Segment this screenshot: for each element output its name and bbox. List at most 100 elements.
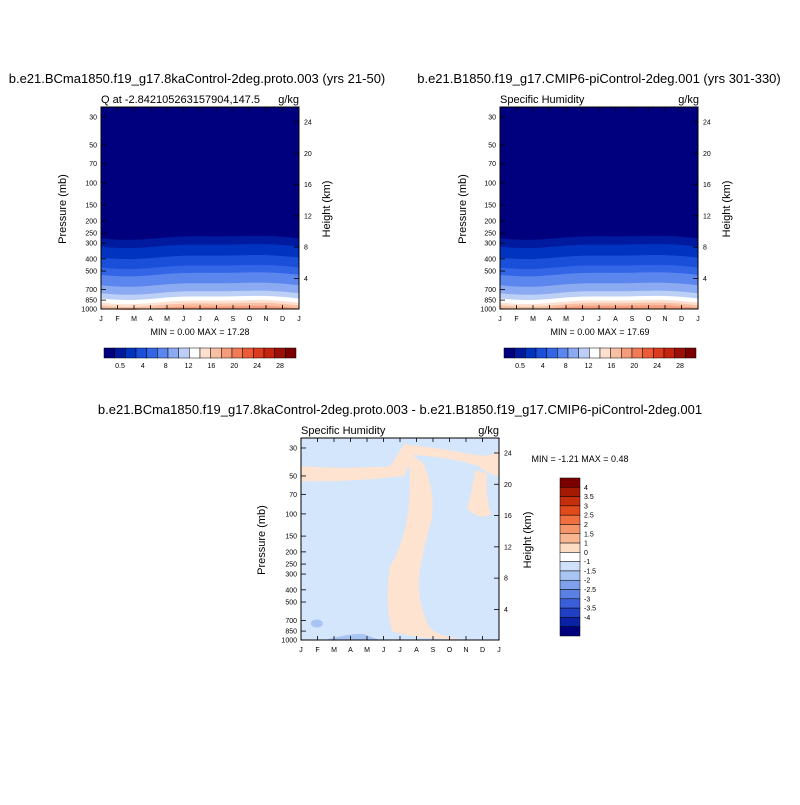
month-tick-label: J	[198, 316, 202, 323]
colorbar-label: 20	[630, 363, 638, 370]
pressure-tick-label: 150	[484, 203, 496, 210]
colorbar-label: 28	[276, 363, 284, 370]
month-tick-label: F	[514, 316, 518, 323]
panel-1-min-max: MIN = 0.00 MAX = 17.28	[150, 327, 249, 337]
month-tick-label: D	[280, 316, 285, 323]
colorbar-swatch	[685, 347, 697, 359]
diff-negative-surface-patch	[324, 634, 381, 640]
height-tick-label: 20	[304, 151, 312, 158]
pressure-tick-label: 700	[285, 618, 297, 625]
colorbar-label: 4	[584, 485, 588, 492]
colorbar-swatch	[274, 347, 286, 359]
colorbar-swatch	[578, 347, 590, 359]
colorbar-swatch	[559, 607, 581, 618]
month-tick-label: J	[382, 647, 386, 654]
colorbar-label: 16	[608, 363, 616, 370]
month-tick-label: F	[115, 316, 119, 323]
colorbar-swatch	[559, 561, 581, 572]
month-tick-label: O	[247, 316, 253, 323]
month-tick-label: M	[563, 316, 569, 323]
month-tick-label: J	[99, 316, 103, 323]
pressure-tick-label: 30	[289, 445, 297, 452]
colorbar-swatch	[559, 496, 581, 507]
panel-1-plot-area: 30 50 70 100 150 200 250 300 400 500 700 850 1000 24 2…	[81, 106, 312, 323]
panel-2-y-axis-label: Pressure (mb)	[457, 174, 469, 244]
colorbar-label: 24	[253, 363, 261, 370]
pressure-tick-label: 700	[484, 287, 496, 294]
pressure-tick-label: 850	[484, 298, 496, 305]
pressure-tick-label: 100	[85, 180, 97, 187]
month-tick-label: J	[597, 316, 601, 323]
colorbar-swatch	[189, 347, 201, 359]
colorbar-label: 0	[584, 550, 588, 557]
colorbar-swatch	[559, 626, 581, 637]
colorbar-swatch	[167, 347, 179, 359]
height-tick-label: 24	[504, 450, 512, 457]
colorbar-label: -2	[584, 578, 590, 585]
panel-2-right-axis-label: Height (km)	[721, 181, 733, 238]
month-tick-label: M	[530, 316, 536, 323]
pressure-tick-label: 70	[89, 161, 97, 168]
panel-3-title: b.e21.BCma1850.f19_g17.8kaControl-2deg.p…	[98, 402, 702, 417]
colorbar-swatch	[125, 347, 137, 359]
colorbar-swatch	[525, 347, 537, 359]
month-tick-label: A	[148, 316, 153, 323]
panel-3-right-axis-label: Height (km)	[522, 512, 534, 569]
colorbar-label: 2.5	[584, 513, 594, 520]
pressure-tick-label: 50	[289, 473, 297, 480]
month-tick-label: J	[581, 316, 585, 323]
month-tick-label: J	[398, 647, 402, 654]
height-tick-label: 12	[304, 213, 312, 220]
colorbar-label: 3.5	[584, 494, 594, 501]
colorbar-swatch	[199, 347, 211, 359]
colorbar-swatch	[559, 542, 581, 553]
panel-1-colorbar: 0.5 4 8 12 16 20 24 28	[103, 347, 297, 370]
height-tick-label: 20	[504, 482, 512, 489]
colorbar-swatch	[631, 347, 643, 359]
panel-1-right-axis-label: Height (km)	[321, 181, 333, 238]
panel-2-left-header: Specific Humidity	[500, 94, 585, 106]
colorbar-swatch	[253, 347, 265, 359]
colorbar-label: 4	[141, 363, 145, 370]
month-tick-label: A	[214, 316, 219, 323]
panel-2-right-header: g/kg	[678, 94, 699, 106]
colorbar-label: 24	[653, 363, 661, 370]
panel-1-right-header: g/kg	[278, 94, 299, 106]
panel-3-y-axis-label: Pressure (mb)	[256, 505, 268, 575]
colorbar-label: -3	[584, 596, 590, 603]
colorbar-swatch	[559, 589, 581, 600]
colorbar-swatch	[559, 598, 581, 609]
colorbar-swatch	[178, 347, 190, 359]
pressure-tick-label: 30	[488, 114, 496, 121]
month-tick-label: S	[630, 316, 635, 323]
height-tick-label: 4	[703, 276, 707, 283]
colorbar-swatch	[114, 347, 126, 359]
month-tick-label: M	[364, 647, 370, 654]
colorbar-swatch	[157, 347, 169, 359]
colorbar-swatch	[514, 347, 526, 359]
colorbar-label: 1	[584, 541, 588, 548]
month-tick-label: N	[463, 647, 468, 654]
month-tick-label: A	[348, 647, 353, 654]
colorbar-swatch	[559, 552, 581, 562]
pressure-tick-label: 400	[484, 256, 496, 263]
colorbar-label: -4	[584, 615, 590, 622]
pressure-tick-label: 500	[85, 269, 97, 276]
pressure-tick-label: 1000	[81, 307, 97, 314]
panel-2-min-max: MIN = 0.00 MAX = 17.69	[550, 327, 649, 337]
pressure-tick-label: 700	[85, 287, 97, 294]
colorbar-label: 3	[584, 503, 588, 510]
colorbar-swatch	[559, 579, 581, 590]
pressure-tick-label: 100	[484, 180, 496, 187]
pressure-tick-label: 30	[89, 114, 97, 121]
pressure-tick-label: 400	[285, 587, 297, 594]
pressure-tick-label: 850	[85, 298, 97, 305]
colorbar-label: -1	[584, 559, 590, 566]
height-tick-label: 12	[703, 213, 711, 220]
pressure-tick-label: 150	[285, 534, 297, 541]
pressure-tick-label: 100	[285, 511, 297, 518]
panel-2-plot-area: 30 50 70 100 150 200 250 300 400 500 700 850 1000 24 2…	[480, 106, 711, 323]
month-tick-label: D	[480, 647, 485, 654]
height-tick-label: 12	[504, 544, 512, 551]
colorbar-swatch	[567, 347, 579, 359]
